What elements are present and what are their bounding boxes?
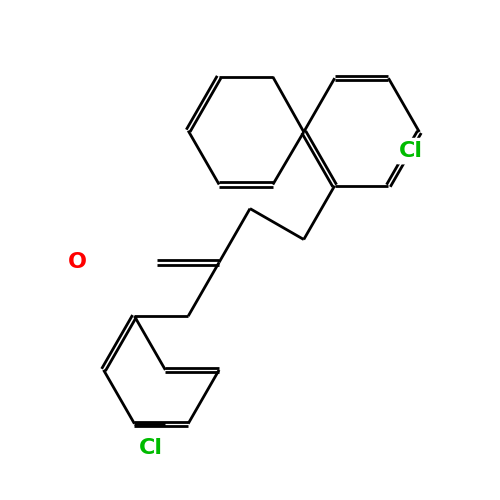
Text: Cl: Cl xyxy=(398,141,422,161)
Text: O: O xyxy=(68,252,86,272)
Text: Cl: Cl xyxy=(139,438,163,458)
